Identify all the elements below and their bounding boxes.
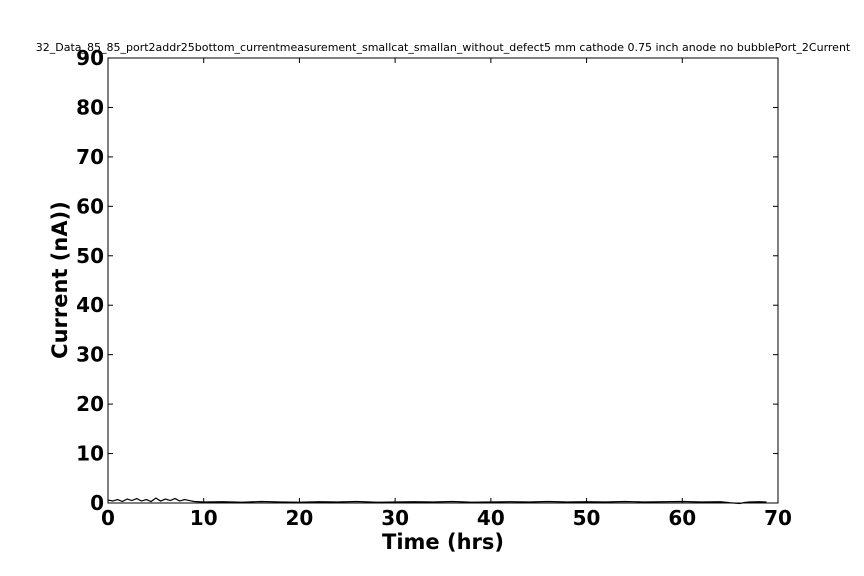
x-tick-label-60: 60 — [668, 506, 696, 530]
y-tick-label-70: 70 — [76, 145, 104, 169]
y-tick-label-30: 30 — [76, 343, 104, 367]
y-tick-label-80: 80 — [76, 95, 104, 119]
y-tick-label-20: 20 — [76, 392, 104, 416]
chart-title: 32_Data_85_85_port2addr25bottom_currentm… — [36, 41, 851, 54]
plot-area: 0 10 20 30 40 50 60 70 0 10 20 30 40 50 60 70 80 90 — [76, 46, 792, 530]
y-tick-label-50: 50 — [76, 244, 104, 268]
y-axis-label: Current (nA)) — [48, 201, 72, 359]
y-tick-label-60: 60 — [76, 194, 104, 218]
x-tick-label-50: 50 — [573, 506, 601, 530]
y-tick-label-90: 90 — [76, 46, 104, 70]
series-line-0 — [107, 497, 767, 505]
x-tick-label-30: 30 — [381, 506, 409, 530]
y-tick-label-40: 40 — [76, 293, 104, 317]
x-tick-label-70: 70 — [764, 506, 792, 530]
y-tick-label-0: 0 — [90, 491, 104, 515]
x-axis-label: Time (hrs) — [382, 530, 504, 554]
x-tick-label-20: 20 — [286, 506, 314, 530]
x-tick-label-40: 40 — [477, 506, 505, 530]
x-tick-label-0: 0 — [101, 506, 115, 530]
y-tick-label-10: 10 — [76, 442, 104, 466]
plot-frame — [107, 57, 779, 504]
x-tick-label-10: 10 — [190, 506, 218, 530]
